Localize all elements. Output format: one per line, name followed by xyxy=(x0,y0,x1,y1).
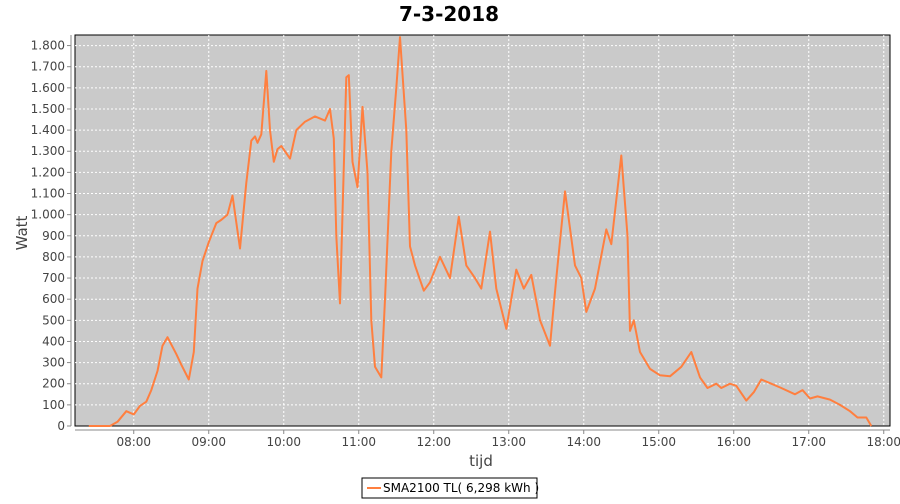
y-tick-label: 1.600 xyxy=(31,81,65,95)
plot-area xyxy=(74,34,891,427)
chart-title: 7-3-2018 xyxy=(399,2,499,26)
y-tick-label: 700 xyxy=(42,271,65,285)
y-tick-label: 800 xyxy=(42,250,65,264)
x-tick-label: 17:00 xyxy=(791,435,826,449)
y-tick-label: 1.800 xyxy=(31,39,65,53)
y-tick-label: 1.200 xyxy=(31,165,65,179)
x-tick-label: 12:00 xyxy=(416,435,451,449)
y-tick-label: 0 xyxy=(57,419,65,433)
y-tick-label: 100 xyxy=(42,398,65,412)
y-tick-label: 1.700 xyxy=(31,60,65,74)
y-tick-label: 900 xyxy=(42,229,65,243)
y-tick-label: 500 xyxy=(42,313,65,327)
x-tick-label: 09:00 xyxy=(191,435,226,449)
x-tick-label: 14:00 xyxy=(566,435,601,449)
y-tick-label: 1.100 xyxy=(31,187,65,201)
y-axis: 0 100 200 300 400 500 600 700 800 900 1.000 1.100 1.… xyxy=(31,35,72,433)
y-axis-label: Watt xyxy=(13,215,31,250)
y-tick-label: 1.000 xyxy=(31,208,65,222)
x-axis: 08:00 09:00 10:00 11:00 12:00 13:00 14:00 15:00… xyxy=(75,429,900,449)
x-tick-label: 13:00 xyxy=(491,435,526,449)
x-axis-label: tijd xyxy=(469,452,493,470)
y-tick-label: 1.500 xyxy=(31,102,65,116)
y-tick-label: 1.400 xyxy=(31,123,65,137)
x-tick-label: 16:00 xyxy=(716,435,751,449)
legend-label: SMA2100 TL( 6,298 kWh ) xyxy=(383,481,539,495)
x-tick-label: 18:00 xyxy=(866,435,900,449)
series-line xyxy=(88,36,873,427)
y-tick-label: 200 xyxy=(42,377,65,391)
x-tick-label: 08:00 xyxy=(116,435,151,449)
x-tick-label: 10:00 xyxy=(266,435,301,449)
x-tick-label: 11:00 xyxy=(341,435,376,449)
legend-box xyxy=(361,477,538,499)
grid-lines xyxy=(75,35,890,426)
legend: SMA2100 TL( 6,298 kWh ) xyxy=(361,477,539,499)
y-tick-label: 300 xyxy=(42,356,65,370)
y-tick-label: 600 xyxy=(42,292,65,306)
y-tick-label: 400 xyxy=(42,334,65,348)
y-tick-label: 1.300 xyxy=(31,144,65,158)
x-tick-label: 15:00 xyxy=(641,435,676,449)
